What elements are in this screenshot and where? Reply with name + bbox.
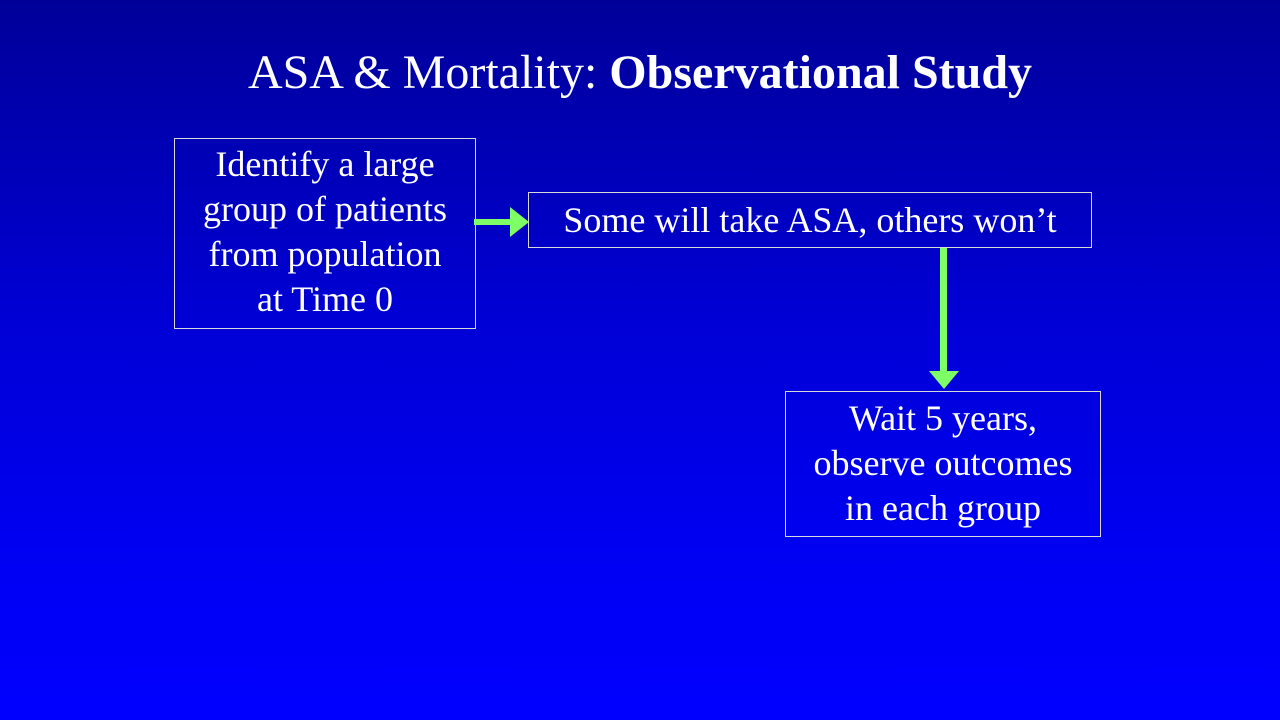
slide-title: ASA & Mortality: Observational Study [0, 42, 1280, 104]
down-arrow-icon [929, 248, 959, 389]
identify-line-2: group of patients [203, 189, 447, 229]
identify-line-1: Identify a large [215, 144, 435, 184]
identify-line-4: at Time 0 [256, 279, 394, 319]
right-arrow-icon [474, 207, 529, 237]
wait-line-1: Wait 5 years, [848, 398, 1038, 438]
title-normal: ASA & Mortality: [247, 46, 610, 99]
asa-split-text: Some will take ASA, others won’t [563, 200, 1057, 240]
identify-patients-box: Identify a large group of patients from … [174, 138, 476, 329]
asa-split-box: Some will take ASA, others won’t [528, 192, 1092, 248]
title-bold: Observational Study [609, 46, 1033, 99]
wait-line-2: observe outcomes [813, 443, 1073, 483]
wait-observe-box: Wait 5 years, observe outcomes in each g… [785, 391, 1101, 537]
wait-line-3: in each group [845, 488, 1041, 528]
identify-line-3: from population [208, 234, 442, 274]
